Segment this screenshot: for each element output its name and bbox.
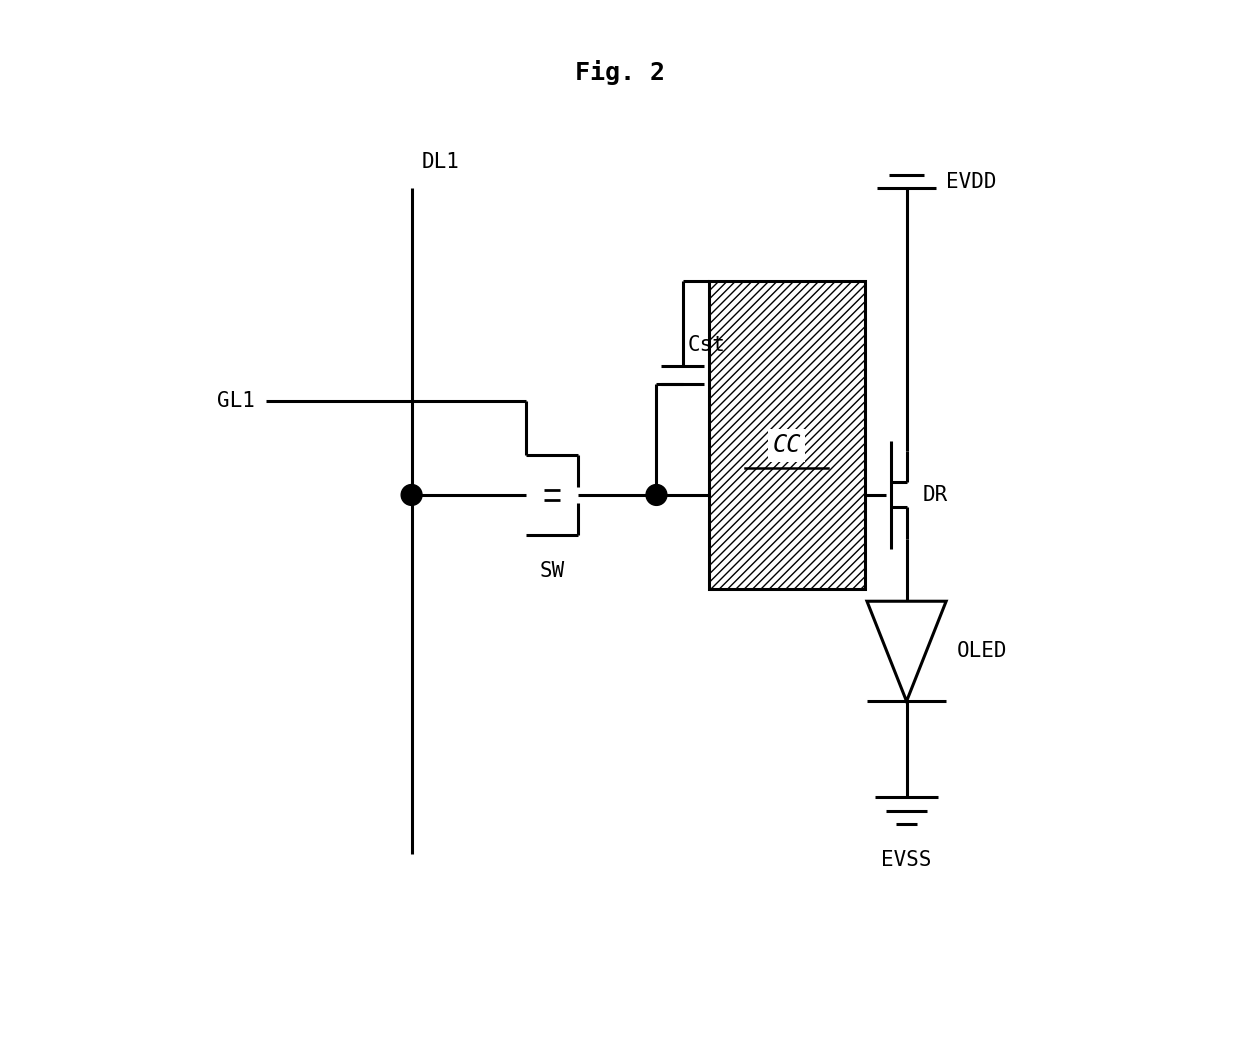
Bar (708, 281, 864, 589)
Text: EVDD: EVDD (946, 172, 997, 193)
Text: EVSS: EVSS (882, 850, 931, 870)
Text: Fig. 2: Fig. 2 (575, 60, 665, 85)
Circle shape (402, 485, 422, 505)
Bar (708, 281, 864, 589)
Text: CC: CC (773, 433, 801, 457)
Circle shape (646, 485, 667, 505)
Text: DR: DR (923, 485, 947, 505)
Polygon shape (867, 601, 946, 701)
Text: OLED: OLED (956, 641, 1007, 662)
Text: SW: SW (539, 561, 565, 580)
Text: GL1: GL1 (217, 391, 255, 412)
Text: Cst: Cst (688, 336, 725, 355)
Text: DL1: DL1 (422, 152, 460, 172)
